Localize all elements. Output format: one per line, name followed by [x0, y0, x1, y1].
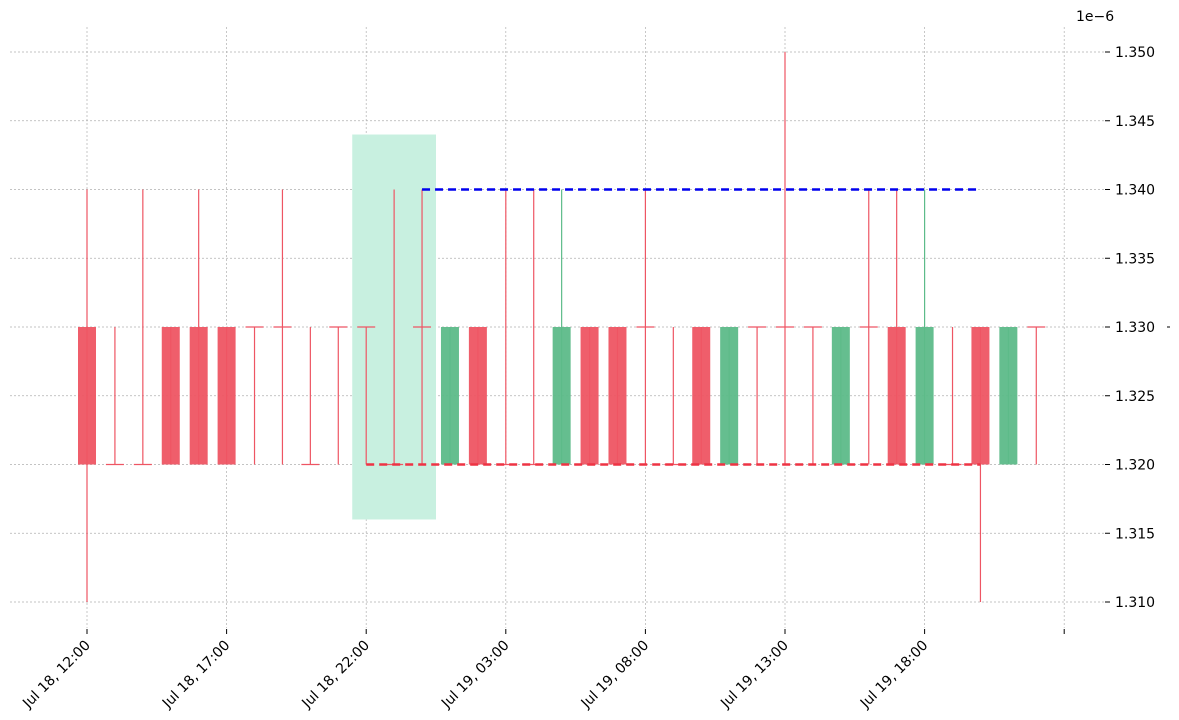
- y-multiplier-label: 1e−6: [1076, 9, 1114, 25]
- candle-down: [636, 189, 655, 465]
- candle-down: [887, 189, 906, 465]
- candle-body: [189, 327, 208, 465]
- y-tick-label: 1.335: [1115, 251, 1155, 267]
- candle-body: [915, 327, 934, 465]
- x-tick-label: Jul 19, 18:00: [857, 638, 932, 713]
- x-tick-label: Jul 18, 22:00: [298, 638, 373, 713]
- candle-up: [915, 189, 934, 465]
- candle-down: [273, 189, 292, 465]
- candle-body: [999, 327, 1018, 465]
- candle-up: [999, 327, 1018, 465]
- y-tick-label: 1.310: [1115, 595, 1155, 611]
- y-tick-label: 1.315: [1115, 526, 1155, 542]
- y-tick-label: 1.330: [1115, 320, 1155, 336]
- candle-down: [580, 327, 599, 465]
- candle-down: [189, 189, 208, 465]
- candle-down: [859, 189, 878, 465]
- candle-body: [580, 327, 599, 465]
- candle-down: [217, 327, 236, 465]
- candle-down: [357, 326, 376, 465]
- candle-down: [413, 189, 432, 465]
- candle-body: [720, 327, 739, 465]
- candle-body: [468, 327, 487, 465]
- x-tick-label: Jul 19, 03:00: [438, 638, 513, 713]
- candle-down: [776, 52, 794, 465]
- candle-body: [552, 327, 571, 465]
- x-tick-label: Jul 18, 12:00: [19, 638, 94, 713]
- candle-down: [803, 326, 822, 465]
- candle-down: [301, 327, 320, 466]
- candle-up: [552, 189, 571, 465]
- candle-up: [720, 327, 739, 465]
- y-tick-label: 1.350: [1115, 45, 1155, 61]
- candle-body: [692, 327, 711, 465]
- x-tick-label: Jul 19, 13:00: [717, 638, 792, 713]
- candle-body: [78, 327, 96, 465]
- candle-down: [608, 327, 627, 465]
- candle-body: [440, 327, 459, 465]
- candle-down: [133, 189, 152, 466]
- level-lines-layer: [366, 188, 981, 466]
- candle-down: [245, 326, 264, 465]
- y-tick-label: 1.325: [1115, 389, 1155, 405]
- x-tick-label: Jul 18, 17:00: [159, 638, 234, 713]
- candle-body: [887, 327, 906, 465]
- candle-down: [161, 327, 180, 465]
- candles-layer: [78, 52, 1046, 602]
- candle-body: [161, 327, 180, 465]
- candle-down: [105, 327, 124, 466]
- y-tick-label: 1.320: [1115, 458, 1155, 474]
- candle-body: [608, 327, 627, 465]
- candle-down: [78, 189, 96, 602]
- candle-down: [692, 327, 711, 465]
- y-tick-label: 1.340: [1115, 183, 1155, 199]
- y-tick-label: 1.345: [1115, 114, 1155, 130]
- candle-up: [440, 327, 459, 465]
- candle-down: [748, 326, 767, 465]
- candle-down: [329, 326, 348, 465]
- candle-body: [831, 327, 850, 465]
- candle-up: [831, 327, 850, 465]
- candle-body: [217, 327, 236, 465]
- candle-down: [1027, 326, 1046, 465]
- candle-down: [468, 327, 487, 465]
- x-tick-label: Jul 19, 08:00: [578, 638, 653, 713]
- candle-body: [971, 327, 990, 465]
